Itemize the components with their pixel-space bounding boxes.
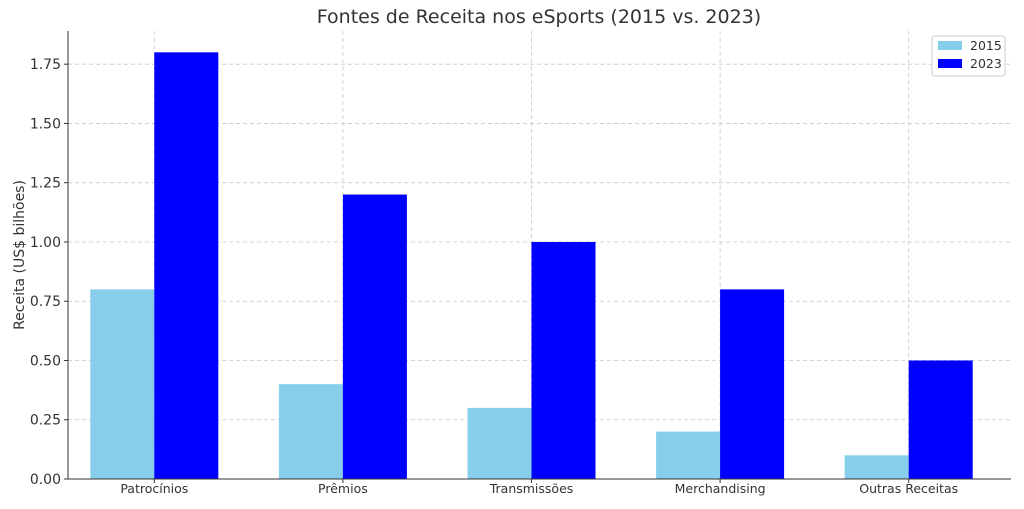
bar-2023-4	[720, 289, 785, 479]
x-tick-label: Patrocínios	[120, 481, 188, 496]
bar-2015-3	[467, 407, 532, 479]
y-tick-label: 0.75	[30, 294, 61, 310]
y-tick-label: 1.25	[30, 176, 61, 192]
bar-2023-3	[531, 241, 596, 479]
y-tick-label: 0.25	[30, 413, 61, 429]
y-tick-label: 1.75	[30, 57, 61, 73]
legend: 2015 2023	[931, 35, 1006, 77]
y-tick-label: 0.00	[30, 472, 61, 488]
bar-2015-1	[90, 289, 155, 479]
axes: 0.00 0.25 0.50 0.75 1.00 1.25 1.50 1.75 Patrocín…	[30, 31, 1011, 496]
bar-2015-5	[844, 455, 909, 479]
legend-label: 2015	[970, 38, 1002, 53]
x-tick-label: Transmissões	[489, 481, 574, 496]
bar-2015-2	[278, 384, 343, 479]
y-tick-label: 1.00	[30, 235, 61, 251]
legend-swatch-2023	[938, 59, 962, 68]
bar-2015-4	[656, 431, 721, 479]
bar-2023-2	[342, 194, 407, 480]
y-tick-label: 1.50	[30, 116, 61, 132]
chart-title: Fontes de Receita nos eSports (2015 vs. …	[317, 6, 761, 28]
legend-label: 2023	[970, 56, 1002, 71]
bar-2023-1	[154, 52, 219, 479]
y-axis-label: Receita (US$ bilhões)	[12, 180, 28, 330]
bars	[90, 52, 973, 480]
legend-swatch-2015	[938, 41, 962, 50]
x-tick-label: Merchandising	[675, 481, 766, 496]
x-tick-label: Outras Receitas	[859, 481, 958, 496]
x-tick-label: Prêmios	[318, 481, 368, 496]
bar-2023-5	[908, 360, 973, 479]
y-tick-label: 0.50	[30, 353, 61, 369]
